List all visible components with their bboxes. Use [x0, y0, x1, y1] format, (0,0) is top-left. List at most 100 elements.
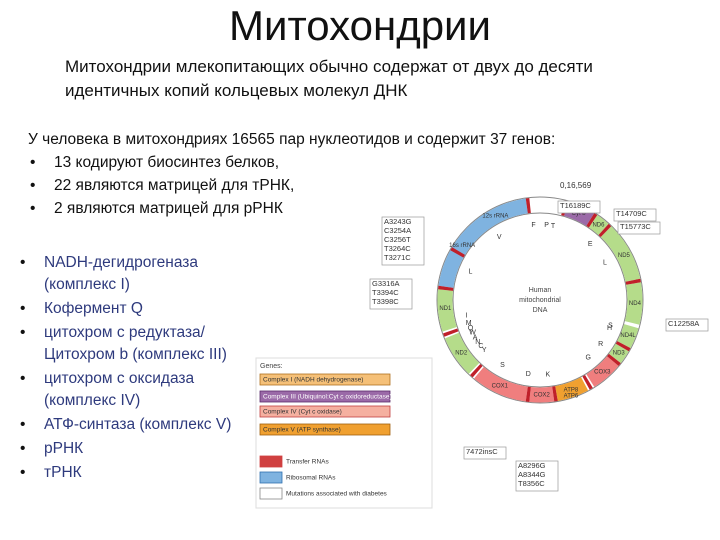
legend-swatch	[259, 405, 391, 418]
mutation-box	[381, 216, 425, 266]
gene-segment	[554, 377, 589, 401]
mutation-label: G3316A	[372, 279, 400, 288]
trna-label: H	[607, 325, 612, 332]
trna-label: Q	[468, 325, 474, 332]
trna-label: A	[473, 334, 478, 341]
mutation-label: T3264C	[384, 244, 411, 253]
trna-label: E	[588, 241, 593, 248]
center-label: mitochondrial	[519, 297, 561, 304]
trna-tick	[450, 247, 466, 258]
gene-segment	[438, 198, 529, 289]
trna-label: R	[598, 341, 603, 348]
trna-tick	[470, 363, 483, 378]
gene-label: Cyt b	[572, 211, 587, 217]
mutation-label: T3398C	[372, 297, 399, 306]
legend-swatch	[259, 373, 391, 386]
mutation-label: T3394C	[372, 288, 399, 297]
component-item: тРНК	[18, 462, 243, 484]
trna-label: I	[466, 312, 468, 319]
mutation-label: C3256T	[384, 235, 411, 244]
gene-segment	[608, 343, 629, 364]
fact-item: 13 кодируют биосинтез белков,	[28, 151, 688, 174]
legend-label: Mutations associated with diabetes	[286, 491, 388, 498]
legend-swatch	[259, 390, 391, 403]
gene-label: 16s rRNA	[449, 243, 475, 249]
gene-label: COX1	[492, 384, 509, 390]
trna-label: L	[603, 259, 607, 266]
legend-swatch	[259, 471, 283, 484]
trna-tick	[598, 223, 612, 238]
mutation-box	[557, 200, 601, 214]
trna-label: T	[551, 223, 556, 230]
center-label: Human	[529, 287, 552, 294]
legend-swatch	[259, 487, 283, 500]
gene-segment	[588, 215, 609, 236]
mutation-box	[665, 318, 709, 332]
trna-tick	[552, 386, 558, 402]
legend-label: Complex III (Ubiquinol:Cyt c oxidoreduct…	[263, 394, 392, 401]
fact-item: 22 являются матрицей для тРНК,	[28, 174, 688, 197]
trna-tick	[625, 278, 641, 285]
legend-label: Transfer RNAs	[286, 459, 329, 466]
gene-segment	[444, 332, 480, 374]
gene-label: ND3	[613, 351, 626, 357]
trna-label: N	[475, 339, 480, 346]
trna-tick	[582, 374, 593, 390]
trna-tick	[607, 353, 621, 366]
mutation-label: T3271C	[384, 253, 411, 262]
trna-label: C	[478, 343, 483, 350]
trna-label: K	[546, 371, 551, 378]
gene-label: 12s rRNA	[482, 214, 508, 220]
mutation-box	[369, 278, 413, 310]
mutation-label: T15773C	[620, 222, 651, 231]
trna-label: G	[585, 354, 590, 361]
trna-tick	[615, 341, 631, 352]
trna-label: L	[469, 269, 473, 276]
legend-label: Ribosomal RNAs	[286, 475, 336, 482]
mutation-label: A8296G	[518, 461, 546, 470]
trna-label: S	[500, 362, 505, 369]
component-item: АТФ-синтаза (комплекс V)	[18, 414, 243, 436]
trna-label: P	[544, 222, 549, 229]
mutation-label: A3243G	[384, 217, 412, 226]
gene-label: ATP6	[564, 393, 579, 399]
component-item: NADH-дегидрогеназа (комплекс I)	[18, 252, 243, 296]
trna-label: V	[497, 234, 502, 241]
facts-heading: У человека в митохондриях 16565 пар нукл…	[28, 131, 556, 148]
component-item: Кофермент Q	[18, 298, 243, 320]
intro-text: Митохондрии млекопитающих обычно содержа…	[65, 57, 593, 100]
origin-label: 0,16,569	[560, 181, 592, 190]
mutation-box	[463, 446, 507, 460]
mutation-box	[613, 208, 657, 222]
mutation-label: T14709C	[616, 209, 647, 218]
gene-label: ND6	[592, 223, 605, 229]
gene-segment	[586, 356, 619, 387]
legend-label: Complex I (NADH dehydrogenase)	[263, 377, 363, 384]
gene-segment	[529, 386, 555, 403]
gene-label: ND5	[618, 253, 631, 259]
trna-tick	[586, 213, 598, 228]
mutation-box	[515, 460, 559, 492]
mutation-label: C3254A	[384, 226, 411, 235]
gene-label: ATP8	[564, 387, 579, 393]
component-item: цитохром с оксидаза (комплекс IV)	[18, 368, 243, 412]
gene-segment	[617, 323, 639, 349]
trna-label: F	[531, 222, 535, 229]
trna-label: W	[469, 330, 476, 337]
trna-label: M	[466, 320, 472, 327]
mutation-box	[617, 221, 661, 235]
legend-swatch	[259, 423, 391, 436]
ring-inner	[452, 212, 628, 388]
facts-list: 13 кодируют биосинтез белков,22 являются…	[28, 151, 688, 220]
facts-block: У человека в митохондриях 16565 пар нукл…	[28, 128, 688, 220]
components-block: NADH-дегидрогеназа (комплекс I)Кофермент…	[18, 252, 243, 486]
gene-label: ND4L	[620, 333, 636, 339]
gene-label: COX2	[533, 393, 550, 399]
trna-label: S	[608, 322, 613, 329]
gene-label: ND1	[439, 306, 452, 312]
gene-segment	[437, 289, 457, 332]
mutation-label: T8356C	[518, 479, 545, 488]
component-item: цитохром с редуктаза/Цитохром b (комплек…	[18, 322, 243, 366]
